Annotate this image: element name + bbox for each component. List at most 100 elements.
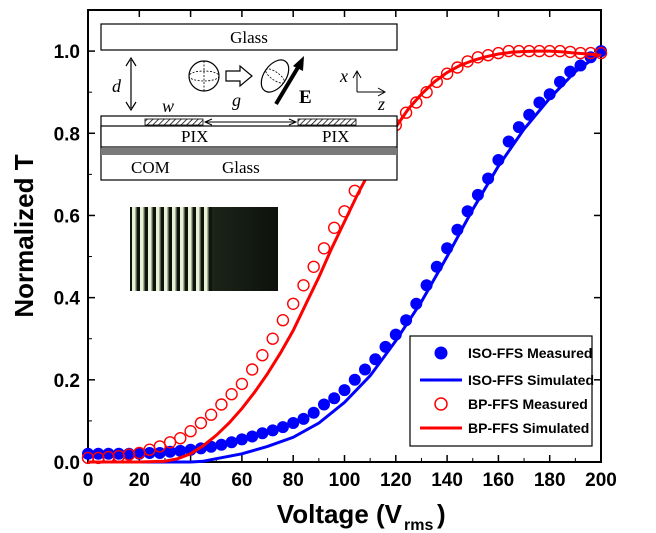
inset-top-glass bbox=[100, 23, 398, 51]
data-point-iso-ffs-measured bbox=[307, 406, 320, 419]
data-point-bp-ffs-measured bbox=[276, 314, 290, 327]
data-point-iso-ffs-measured bbox=[174, 444, 187, 457]
inset-pix-electrode-right bbox=[297, 118, 357, 126]
inset-transition-arrow-icon bbox=[225, 64, 253, 88]
x-tick-label: 80 bbox=[283, 470, 304, 491]
data-point-bp-ffs-measured bbox=[594, 46, 608, 60]
inset-pix-right-label: PIX bbox=[322, 127, 349, 146]
data-point-iso-ffs-measured bbox=[318, 398, 330, 411]
inset-sphere-icon bbox=[188, 60, 220, 92]
inset-d-label: d bbox=[112, 76, 122, 96]
data-point-iso-ffs-measured bbox=[359, 363, 371, 376]
data-point-iso-ffs-measured bbox=[246, 430, 259, 443]
x-tick-label: 200 bbox=[585, 470, 617, 491]
micrograph-stripe bbox=[156, 207, 159, 291]
inset-e-field-arrow bbox=[274, 56, 304, 106]
micrograph-stripe-edge bbox=[167, 207, 169, 291]
data-point-iso-ffs-measured bbox=[102, 447, 115, 460]
inset-z-axis-label: z bbox=[377, 94, 385, 114]
y-axis-title: Normalized T bbox=[9, 154, 39, 317]
micrograph-stripe-edge bbox=[143, 207, 145, 291]
inset-pixel-layer bbox=[100, 125, 398, 148]
data-point-bp-ffs-measured bbox=[430, 75, 443, 89]
inset-bottom-glass-label: Glass bbox=[222, 158, 260, 177]
legend-marker-bp-measured bbox=[434, 397, 448, 411]
data-point-iso-ffs-measured bbox=[328, 392, 341, 405]
legend-label-bp-measured: BP-FFS Measured bbox=[468, 396, 588, 412]
data-point-iso-ffs-measured bbox=[153, 447, 166, 459]
inset-x-axis-label: x bbox=[339, 66, 348, 86]
inset-pix-left-label: PIX bbox=[181, 127, 208, 146]
data-point-bp-ffs-measured bbox=[399, 106, 413, 119]
x-tick-label: 20 bbox=[129, 470, 150, 491]
data-point-iso-ffs-measured bbox=[235, 433, 248, 446]
data-point-iso-ffs-measured bbox=[205, 440, 218, 453]
micrograph-stripe-edge bbox=[151, 207, 153, 291]
x-tick-label: 120 bbox=[380, 470, 412, 491]
x-tick-label: 180 bbox=[534, 470, 566, 491]
micrograph-stripe-edge bbox=[183, 207, 185, 291]
inset-top-glass-label: Glass bbox=[230, 28, 268, 47]
micrograph-inset bbox=[130, 207, 278, 291]
y-tick-label: 0.8 bbox=[54, 124, 80, 145]
data-point-bp-ffs-measured bbox=[184, 425, 197, 438]
data-point-iso-ffs-measured bbox=[287, 417, 300, 429]
series-line-iso-ffs-simulated bbox=[88, 51, 602, 464]
data-point-bp-ffs-measured bbox=[451, 61, 464, 74]
data-point-bp-ffs-measured bbox=[317, 242, 331, 255]
x-tick-label: 160 bbox=[483, 470, 515, 491]
data-point-bp-ffs-measured bbox=[235, 377, 249, 391]
x-axis-title-main: Voltage (V bbox=[277, 499, 403, 529]
data-point-bp-ffs-measured bbox=[410, 96, 423, 109]
micrograph-stripe bbox=[148, 207, 151, 291]
inset-ellipsoid-icon bbox=[260, 59, 290, 93]
data-point-iso-ffs-measured bbox=[256, 427, 269, 440]
data-point-iso-ffs-measured bbox=[338, 384, 351, 397]
data-point-iso-ffs-measured bbox=[143, 447, 156, 459]
x-axis-title-close: ) bbox=[437, 499, 446, 529]
inset-g-arrow bbox=[203, 118, 298, 126]
data-point-bp-ffs-measured bbox=[256, 349, 269, 362]
x-tick-label: 60 bbox=[231, 470, 252, 491]
data-point-bp-ffs-measured bbox=[440, 67, 454, 80]
micrograph-stripe bbox=[164, 207, 167, 291]
y-axis-ticks: 0.0 0.2 0.4 0.6 0.8 1.0 bbox=[54, 9, 601, 474]
x-axis-title-subscript: rms bbox=[404, 517, 433, 533]
inset-xz-axes bbox=[352, 69, 387, 97]
series-layer bbox=[81, 44, 608, 465]
micrograph-stripe-edge bbox=[159, 207, 161, 291]
y-tick-label: 0.6 bbox=[54, 206, 80, 227]
legend-label-iso-simulated: ISO-FFS Simulated bbox=[468, 372, 594, 388]
micrograph-stripe-edge bbox=[135, 207, 137, 291]
data-point-bp-ffs-measured bbox=[328, 221, 341, 235]
data-point-iso-ffs-measured bbox=[297, 412, 310, 425]
data-point-iso-ffs-measured bbox=[215, 438, 228, 451]
data-point-iso-ffs-measured bbox=[164, 445, 177, 458]
inset-e-label: E bbox=[299, 87, 312, 108]
legend: ISO-FFS Measured ISO-FFS Simulated BP-FF… bbox=[409, 335, 594, 447]
micrograph-stripe bbox=[132, 207, 135, 291]
data-point-bp-ffs-measured bbox=[287, 297, 300, 310]
data-point-iso-ffs-measured bbox=[276, 421, 289, 434]
y-tick-label: 0.0 bbox=[54, 453, 80, 474]
legend-label-iso-measured: ISO-FFS Measured bbox=[468, 345, 592, 361]
data-point-bp-ffs-measured bbox=[163, 436, 177, 449]
data-point-bp-ffs-measured bbox=[297, 279, 310, 292]
inset-pix-electrode-left bbox=[144, 118, 204, 126]
x-tick-label: 40 bbox=[180, 470, 201, 491]
inset-com-electrode bbox=[101, 148, 397, 155]
data-point-iso-ffs-measured bbox=[266, 424, 279, 437]
x-tick-label: 140 bbox=[431, 470, 463, 491]
micrograph-stripe bbox=[140, 207, 143, 291]
micrograph-stripe-edge bbox=[191, 207, 193, 291]
x-tick-label: 100 bbox=[329, 470, 361, 491]
data-point-iso-ffs-measured bbox=[225, 436, 238, 449]
micrograph-stripe bbox=[180, 207, 183, 291]
data-point-bp-ffs-measured bbox=[245, 363, 259, 376]
legend-label-bp-simulated: BP-FFS Simulated bbox=[468, 420, 589, 436]
micrograph-stripe bbox=[204, 207, 207, 291]
data-point-bp-ffs-measured bbox=[153, 440, 167, 453]
data-point-bp-ffs-measured bbox=[266, 332, 279, 345]
y-tick-label: 1.0 bbox=[54, 42, 80, 63]
